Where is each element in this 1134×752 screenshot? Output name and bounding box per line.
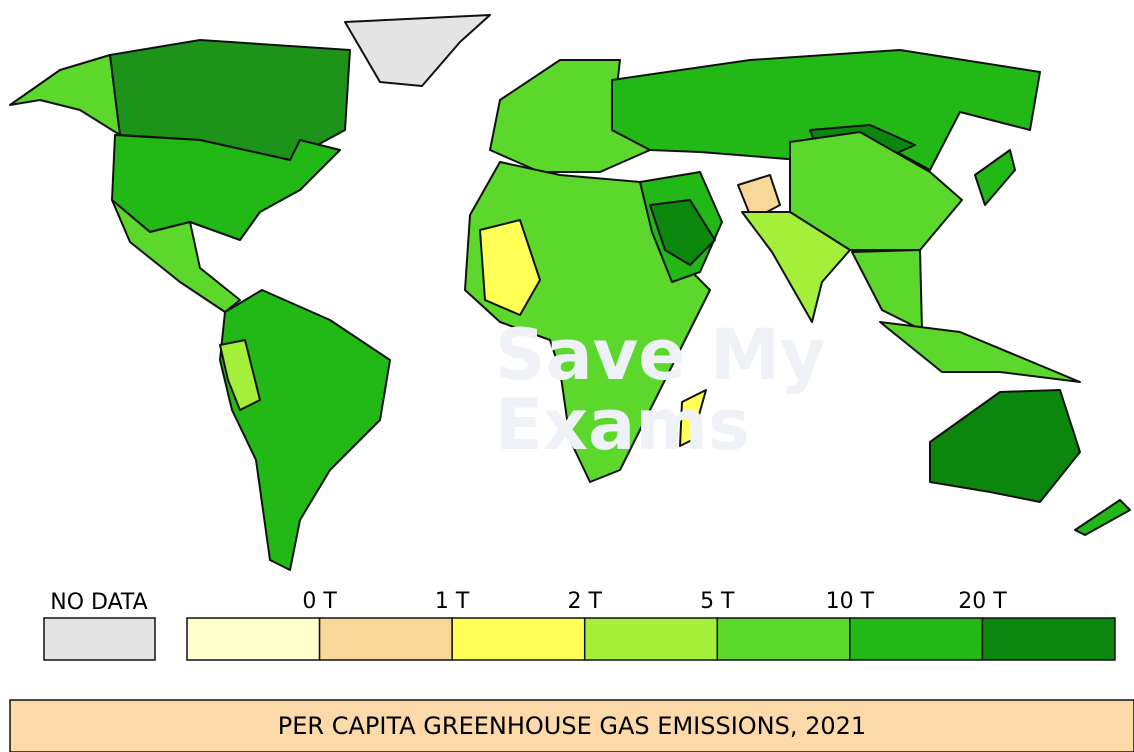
legend-swatch	[849, 617, 984, 661]
russia	[611, 49, 1041, 171]
madagascar	[679, 389, 707, 447]
saudi-arabia	[649, 199, 716, 266]
peru	[219, 339, 261, 411]
greenland	[344, 14, 491, 87]
watermark: Save My Exams	[495, 314, 825, 466]
legend-tick-label: 2 T	[567, 589, 602, 614]
watermark-line: Exams	[495, 384, 750, 466]
legend-tick-label: 10 T	[826, 589, 875, 614]
legend-swatch	[451, 617, 586, 661]
legend-swatch	[186, 617, 321, 661]
legend-swatch	[716, 617, 851, 661]
title: PER CAPITA GREENHOUSE GAS EMISSIONS, 202…	[278, 712, 866, 740]
legend-swatch	[318, 617, 453, 661]
world-map	[9, 14, 1131, 571]
india	[741, 211, 851, 323]
title-banner	[9, 699, 1134, 752]
legend: 0 T 1 T 2 T 5 T 10 T 20 T	[186, 589, 1116, 661]
legend-swatch	[583, 617, 719, 661]
indonesia	[879, 321, 1081, 383]
legend-tick-label: 1 T	[435, 589, 470, 614]
legend-tick-label: 5 T	[700, 589, 735, 614]
new-zealand	[1074, 499, 1131, 536]
japan	[974, 149, 1016, 206]
afghanistan	[737, 174, 781, 221]
south-america	[219, 289, 391, 571]
usa	[111, 134, 341, 241]
mexico	[111, 199, 241, 313]
no-data-label: NO DATA	[50, 590, 147, 615]
alaska	[9, 54, 121, 136]
watermark-line: Save My	[495, 314, 825, 396]
legend-tick-label: 20 T	[958, 589, 1007, 614]
southeast-asia	[851, 249, 923, 331]
australia	[929, 389, 1081, 503]
legend-tick-label: 0 T	[302, 589, 337, 614]
legend-swatch	[981, 617, 1116, 661]
west-africa	[479, 219, 541, 316]
no-data-swatch	[43, 617, 156, 661]
